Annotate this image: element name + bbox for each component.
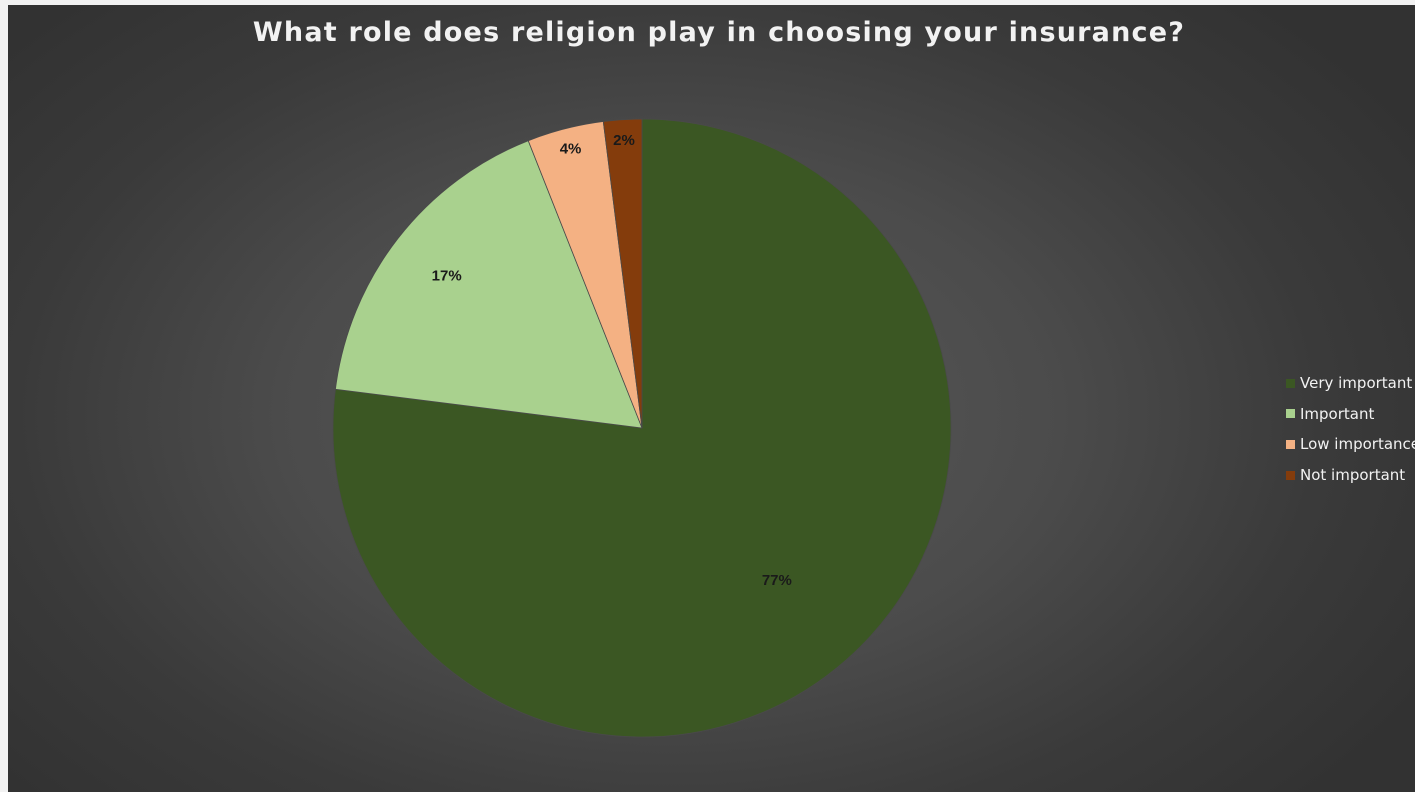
legend-label: Low importance [1300,435,1415,454]
legend-label: Very important [1300,374,1413,393]
pie-slice-very-important [332,118,952,738]
legend: Very important Important Low importance … [1286,368,1415,490]
legend-item-not-important: Not important [1286,460,1415,491]
data-label-low-importance: 4% [560,141,582,158]
legend-swatch [1286,378,1295,388]
pie-slices [332,118,952,738]
chart-area: What role does religion play in choosing… [8,5,1415,792]
legend-label: Not important [1300,466,1406,485]
legend-item-important: Important [1286,399,1415,430]
data-label-not-important: 2% [613,132,635,149]
pie-slice-not-important [602,118,643,429]
data-label-very-important: 77% [762,572,792,589]
legend-item-low-importance: Low importance [1286,429,1415,460]
legend-swatch [1286,470,1295,480]
legend-item-very-important: Very important [1286,368,1415,399]
chart-title: What role does religion play in choosing… [252,17,1186,48]
pie-data-labels: 77% 17% 4% 2% [432,132,792,589]
legend-swatch [1286,409,1295,419]
pie-chart: 77% 17% 4% 2% [332,118,952,738]
legend-label: Important [1300,404,1375,423]
legend-swatch [1286,439,1295,449]
pie-slice-important [334,140,643,429]
data-label-important: 17% [432,267,462,284]
